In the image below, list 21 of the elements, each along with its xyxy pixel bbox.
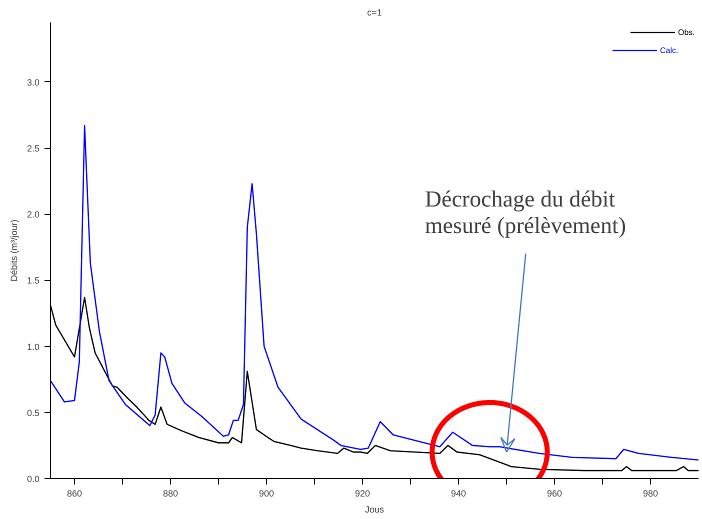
text: Obs. [678, 28, 696, 36]
x-tick-label: 960 [546, 488, 562, 498]
x-axis-title: Jous [364, 504, 385, 514]
x-tick-label: 940 [450, 488, 466, 498]
y-tick-label: 1.0 [26, 342, 40, 352]
line-series [50, 124, 698, 461]
chart-title: c=1 [367, 8, 382, 18]
y-tick-label: 3.0 [26, 77, 40, 88]
text: Calc. [660, 46, 680, 54]
x-tick-label: 980 [642, 488, 658, 498]
y-axis-title: Débits (m³/jour) [8, 219, 19, 282]
annotation: Décrochage du débit mesuré (prélèvement) [424, 186, 626, 238]
x-tick-label: 900 [258, 488, 274, 498]
x-tick-label: 920 [354, 488, 370, 498]
x-tick-label: 880 [162, 488, 178, 498]
y-tick-label: 0.0 [26, 474, 40, 484]
y-tick-label: 2.5 [26, 144, 40, 154]
y-tick-label: 2.0 [26, 210, 40, 220]
y-tick-label: 1.5 [26, 276, 40, 286]
x-tick-label: 860 [66, 488, 82, 498]
y-tick-label: 0.5 [26, 408, 40, 418]
